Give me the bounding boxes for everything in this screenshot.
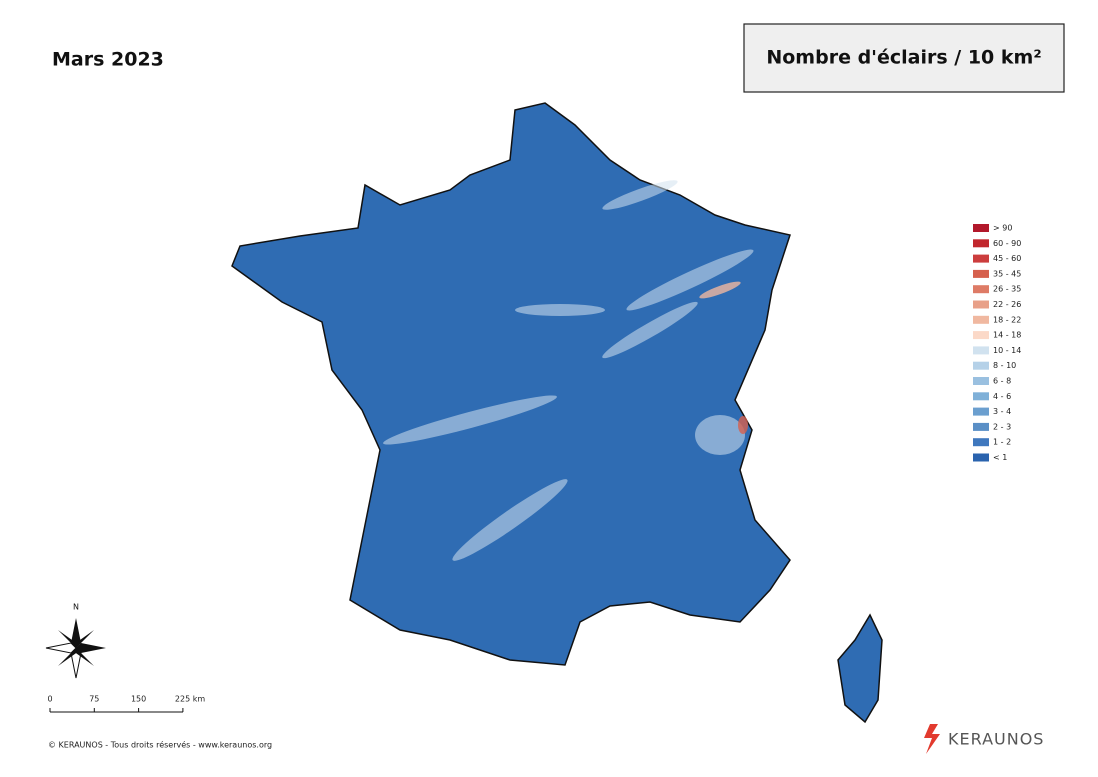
legend-swatch	[973, 300, 989, 309]
legend-label: 45 - 60	[993, 254, 1021, 263]
legend-label: 18 - 22	[993, 315, 1021, 324]
copyright: © KERAUNOS - Tous droits réservés - www.…	[48, 740, 272, 750]
legend-label: 8 - 10	[993, 361, 1016, 370]
legend-swatch	[973, 377, 989, 385]
legend-swatch	[973, 361, 989, 370]
legend-label: < 1	[993, 453, 1007, 462]
legend-label: 10 - 14	[993, 346, 1021, 355]
lightning-streaks	[383, 180, 754, 561]
legend-swatch	[973, 422, 989, 431]
legend-swatch	[973, 269, 989, 278]
legend-swatch	[973, 331, 989, 340]
compass: N	[45, 603, 106, 679]
legend-label: > 90	[993, 224, 1012, 233]
legend-swatch	[973, 254, 989, 263]
legend-swatch	[973, 438, 989, 447]
legend-swatch	[973, 224, 989, 232]
map-title: Mars 2023	[52, 49, 164, 71]
hotspots	[699, 281, 748, 434]
legend-label: 14 - 18	[993, 331, 1021, 340]
legend-swatch	[973, 285, 989, 294]
legend-swatch	[973, 407, 989, 416]
scale-label: 150	[131, 695, 146, 704]
scale-label: 75	[89, 695, 99, 704]
scale-bar: 0 75 150 225 km	[47, 695, 205, 713]
scale-label: 0	[47, 695, 52, 704]
legend-title: Nombre d'éclairs / 10 km²	[766, 47, 1041, 69]
legend-label: 35 - 45	[993, 269, 1021, 278]
france	[231, 102, 883, 724]
legend-swatch	[973, 346, 989, 355]
legend-swatch	[973, 453, 989, 462]
legend-label: 6 - 8	[993, 377, 1011, 386]
brand: KERAUNOS	[948, 730, 1044, 749]
legend-label: 1 - 2	[993, 438, 1011, 447]
legend-title-box	[743, 23, 1065, 93]
legend-label: 2 - 3	[993, 422, 1011, 431]
legend-label: 22 - 26	[993, 300, 1021, 309]
legend-label: 60 - 90	[993, 239, 1021, 248]
legend-label: 26 - 35	[993, 285, 1021, 294]
mainland	[231, 102, 791, 666]
scale-label: 225 km	[175, 695, 205, 704]
brand-logo	[924, 724, 940, 754]
legend-swatch	[973, 315, 989, 324]
compass-label: N	[73, 603, 79, 612]
legend-swatch	[973, 239, 989, 248]
corsica	[837, 613, 883, 724]
legend-label: 4 - 6	[993, 392, 1011, 401]
legend-swatch	[973, 392, 989, 401]
legend-label: 3 - 4	[993, 407, 1011, 416]
